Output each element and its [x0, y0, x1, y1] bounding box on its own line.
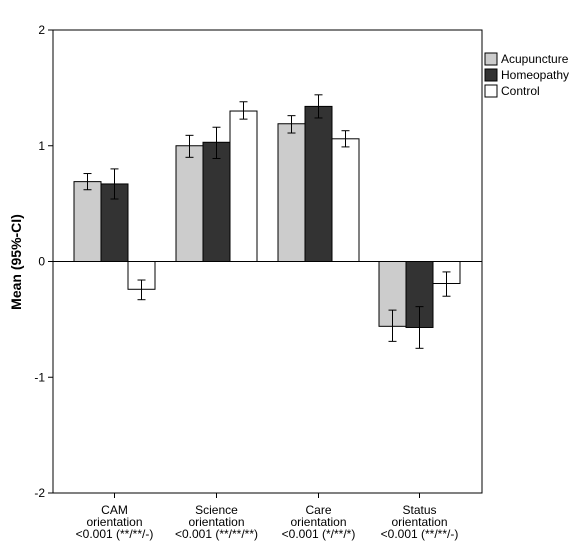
y-axis: 2 1 0 -1 -2: [34, 23, 53, 500]
category-label: Care: [305, 503, 331, 517]
category-label: <0.001 (**/**/**): [175, 527, 258, 541]
category-label: orientation: [391, 515, 447, 529]
bar-acupuncture-0: [73, 181, 102, 263]
y-axis-title: Mean (95%-CI): [8, 214, 24, 310]
legend-swatch-homeopathy: [484, 68, 498, 82]
bar-homeopathy-2: [304, 105, 333, 262]
category-label: Science: [195, 503, 238, 517]
error-bars: [83, 94, 451, 349]
y-tick-label: -1: [34, 370, 45, 384]
bar-control-2: [331, 138, 360, 262]
category-label: <0.001 (*/**/*): [282, 527, 356, 541]
category-label: CAM: [101, 503, 128, 517]
bar-homeopathy-1: [202, 141, 231, 262]
bar-control-1: [229, 110, 258, 263]
category-label: orientation: [290, 515, 346, 529]
y-tick-label: 1: [38, 139, 45, 153]
category-label: Status: [402, 503, 436, 517]
y-tick-label: 0: [38, 255, 45, 269]
legend-label-control: Control: [501, 84, 540, 98]
category-label: <0.001 (**/**/-): [76, 527, 154, 541]
category-label: <0.001 (**/**/-): [381, 527, 459, 541]
legend-swatch-acupuncture: [484, 52, 498, 66]
bar-acupuncture-2: [277, 123, 306, 262]
category-label: orientation: [86, 515, 142, 529]
bar-acupuncture-1: [175, 145, 204, 262]
legend-swatch-control: [484, 84, 498, 98]
legend: Acupuncture Homeopathy Control: [484, 52, 569, 98]
legend-label-acupuncture: Acupuncture: [501, 52, 569, 66]
y-tick-label: -2: [34, 486, 45, 500]
category-label: orientation: [188, 515, 244, 529]
y-tick-label: 2: [38, 23, 45, 37]
bars: [73, 105, 461, 328]
legend-label-homeopathy: Homeopathy: [501, 68, 569, 82]
